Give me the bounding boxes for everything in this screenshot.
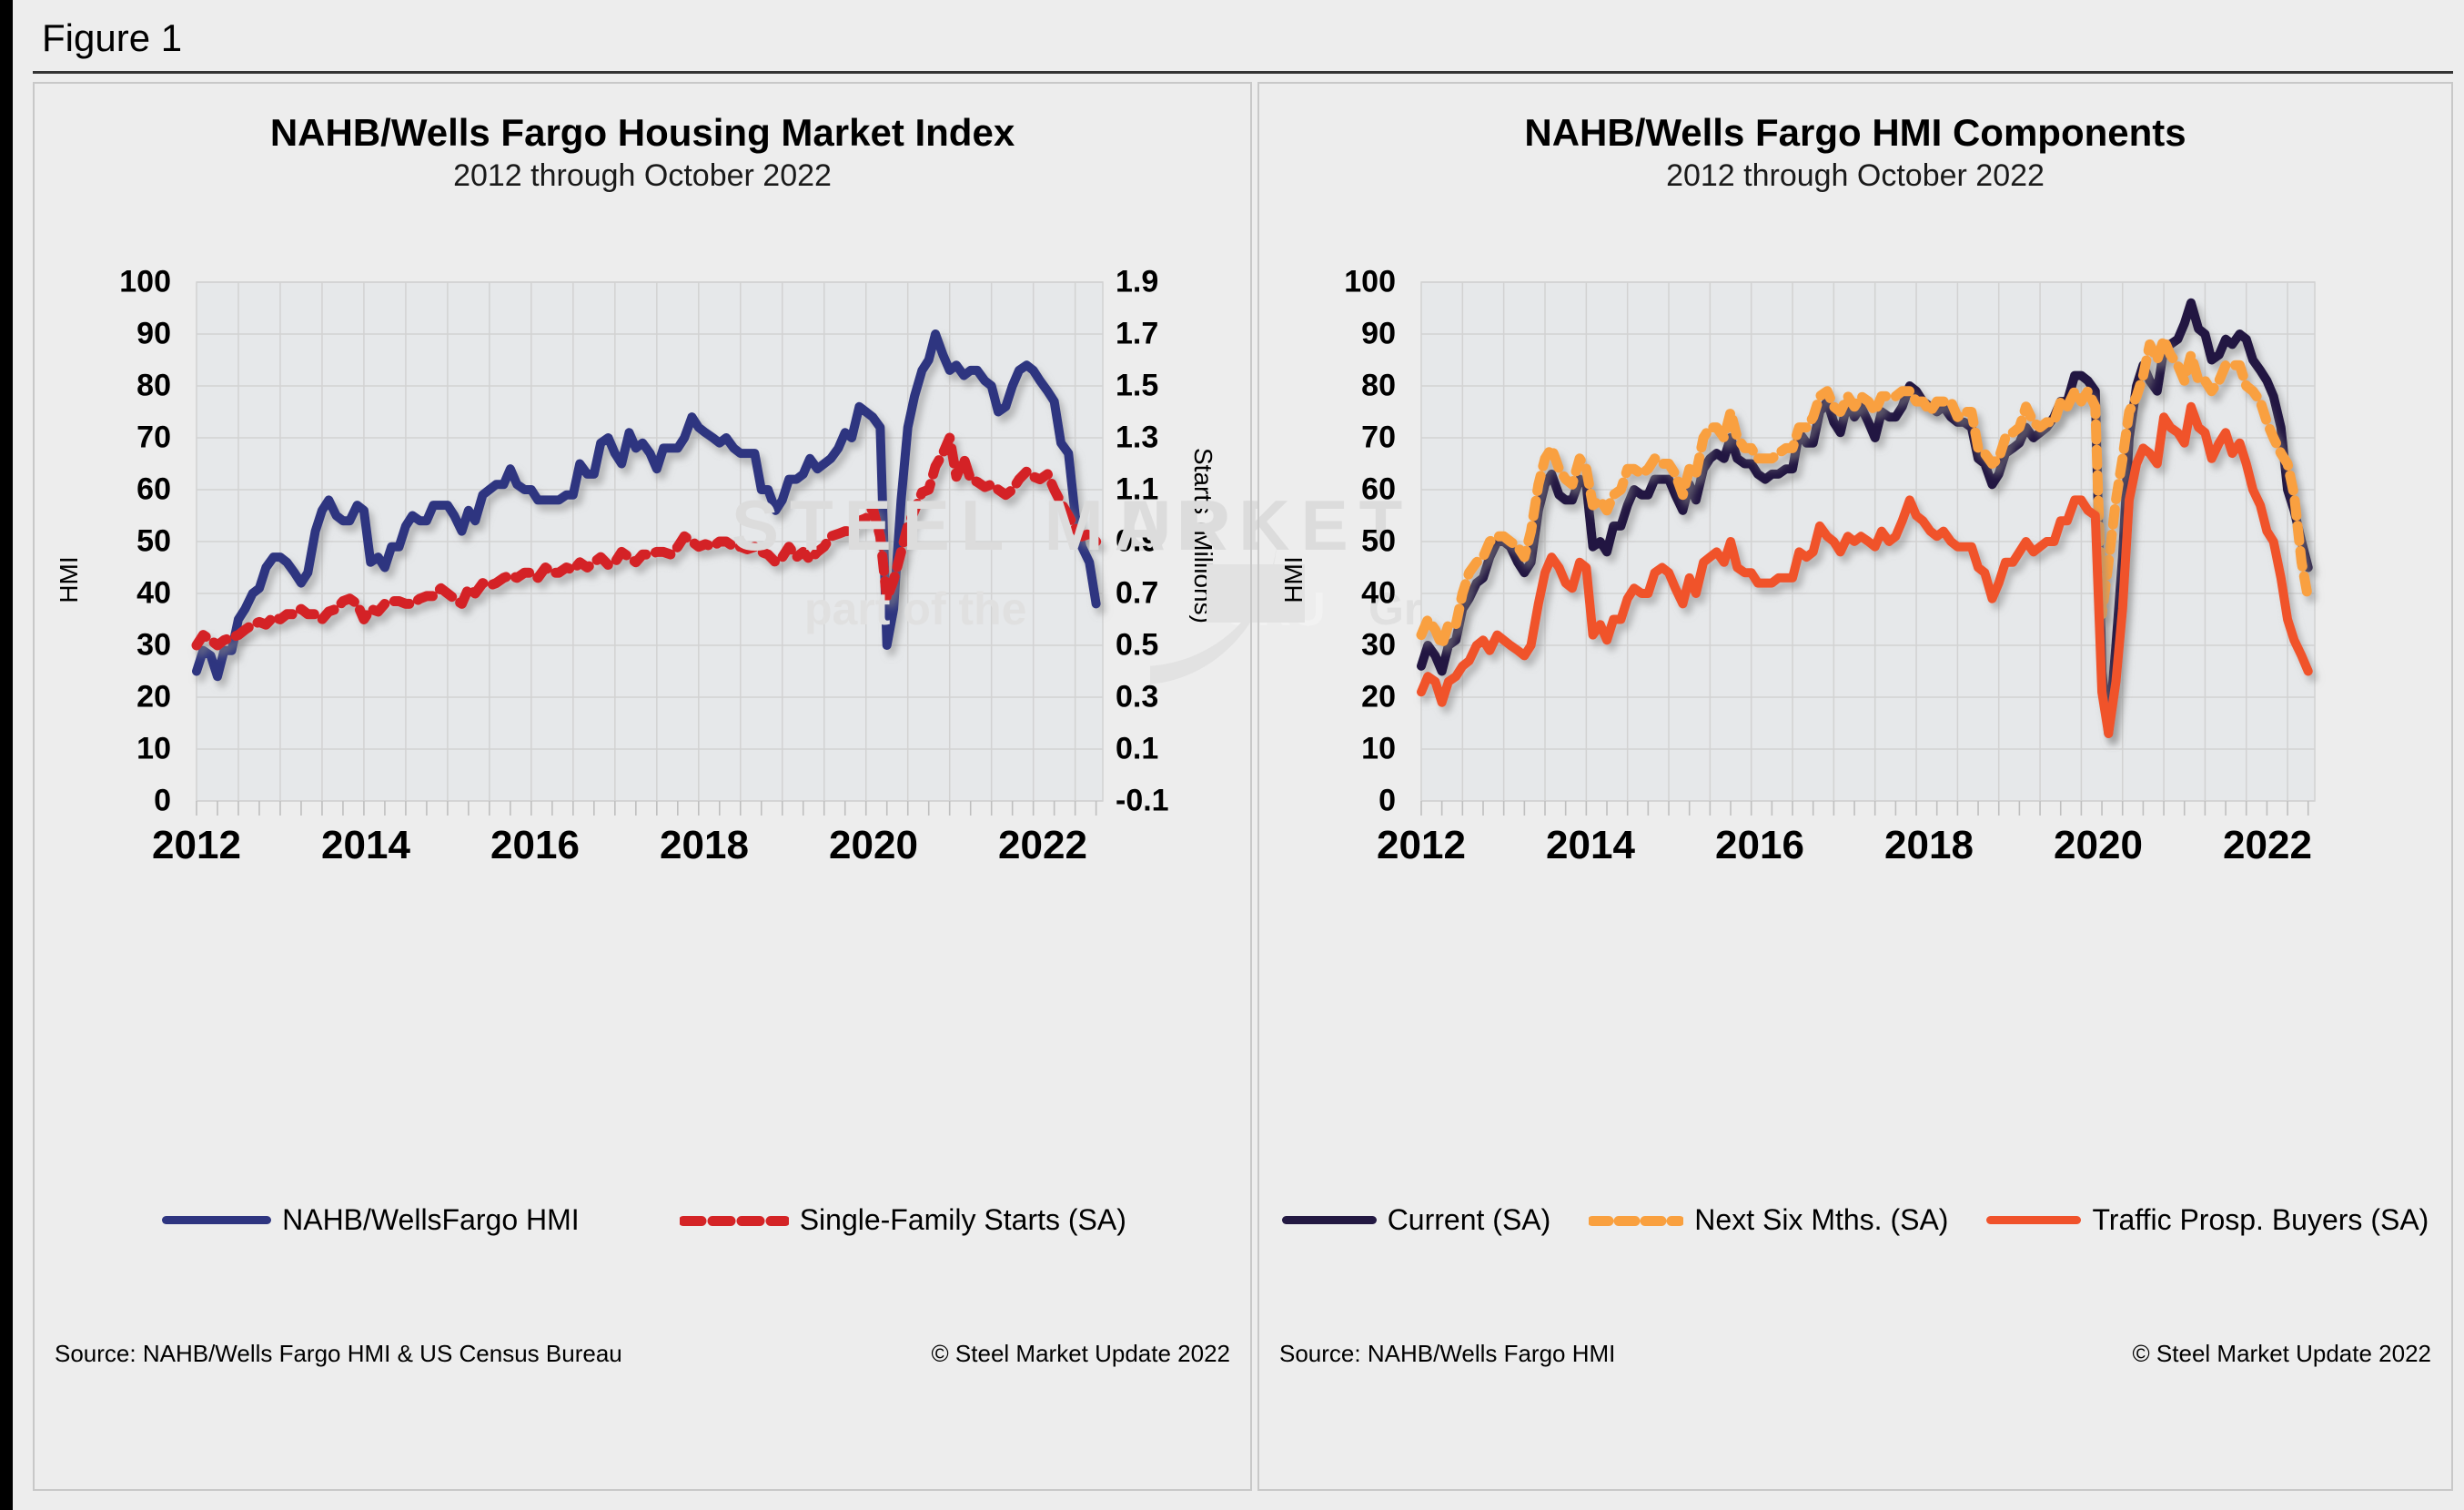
legend-item-current[interactable]: Current (SA) — [1281, 1203, 1551, 1237]
right-ytick-40: 40 — [1361, 575, 1396, 611]
left-copyright: © Steel Market Update 2022 — [931, 1340, 1230, 1367]
left-ytick-60: 60 — [136, 471, 171, 507]
left-ytick-20: 20 — [136, 679, 171, 714]
right-chart-svg — [1416, 281, 2316, 816]
left-xtick-2016: 2016 — [490, 823, 580, 867]
legend-label-starts: Single-Family Starts (SA) — [799, 1203, 1126, 1236]
left-xtick-2014: 2014 — [321, 823, 410, 867]
left-ytick-90: 90 — [136, 316, 171, 351]
left-ytick-100: 100 — [119, 264, 171, 299]
legend-label-current: Current (SA) — [1387, 1203, 1551, 1236]
legend-swatch-hmi — [162, 1216, 272, 1224]
right-xtick-2016: 2016 — [1715, 823, 1804, 867]
right-ytick-0: 0 — [1378, 783, 1396, 818]
right-xtick-2022: 2022 — [2223, 823, 2312, 867]
right-source: Source: NAHB/Wells Fargo HMI — [1279, 1340, 1616, 1367]
header-divider — [33, 71, 2453, 74]
left-y2tick-11: 1.1 — [1116, 471, 1159, 507]
left-y2tick-03: 0.3 — [1116, 679, 1159, 714]
legend-label-next6: Next Six Mths. (SA) — [1694, 1203, 1949, 1236]
left-ytick-30: 30 — [136, 627, 171, 663]
left-xtick-2012: 2012 — [152, 823, 241, 867]
right-ytick-80: 80 — [1361, 368, 1396, 403]
legend-label-hmi: NAHB/WellsFargo HMI — [282, 1203, 580, 1236]
figure-container: Figure 1 NAHB/Wells Fargo Housing Market… — [13, 0, 2464, 1510]
left-plot: 100 90 80 70 60 50 40 30 20 10 0 1.9 1.7… — [35, 84, 1250, 1489]
legend-swatch-next6 — [1589, 1216, 1684, 1226]
legend-swatch-starts — [679, 1216, 789, 1226]
legend-dash-next6 — [1589, 1216, 1684, 1226]
right-xtick-2018: 2018 — [1884, 823, 1974, 867]
left-ytick-70: 70 — [136, 420, 171, 455]
left-xtick-2022: 2022 — [998, 823, 1087, 867]
left-xtick-2020: 2020 — [829, 823, 918, 867]
left-chart-title: NAHB/Wells Fargo Housing Market Index — [269, 111, 1015, 154]
left-y2tick-19: 1.9 — [1116, 264, 1159, 299]
right-copyright: © Steel Market Update 2022 — [2132, 1340, 2431, 1367]
left-source: Source: NAHB/Wells Fargo HMI & US Census… — [55, 1340, 622, 1367]
right-plot: 100 90 80 70 60 50 40 30 20 10 0 HMI 201… — [1259, 84, 2451, 1489]
left-y2tick-01: 0.1 — [1116, 731, 1159, 766]
left-ytick-80: 80 — [136, 368, 171, 403]
right-xtick-2012: 2012 — [1377, 823, 1466, 867]
right-ytick-70: 70 — [1361, 420, 1396, 455]
right-ytick-90: 90 — [1361, 316, 1396, 351]
left-chart-svg — [191, 281, 1104, 816]
left-y2tick-17: 1.7 — [1116, 316, 1159, 351]
legend-label-traffic: Traffic Prosp. Buyers (SA) — [2092, 1203, 2429, 1236]
right-legend: Current (SA) Next Six Mths. (SA) Traffic… — [1268, 1203, 2442, 1237]
series-line-2 — [1417, 401, 2313, 738]
legend-swatch-traffic — [1986, 1216, 2082, 1224]
left-y2tick-15: 1.5 — [1116, 368, 1159, 403]
series-line-1 — [191, 432, 1102, 651]
right-ytick-100: 100 — [1344, 264, 1396, 299]
left-ytick-50: 50 — [136, 523, 171, 559]
legend-item-traffic[interactable]: Traffic Prosp. Buyers (SA) — [1986, 1203, 2429, 1237]
legend-item-starts[interactable]: Single-Family Starts (SA) — [679, 1203, 1126, 1237]
left-y2tick-13: 1.3 — [1116, 420, 1159, 455]
chart-panel-left: NAHB/Wells Fargo Housing Market Index 20… — [33, 82, 1461, 1491]
left-y2tick-neg01: -0.1 — [1116, 783, 1169, 818]
right-chart-title: NAHB/Wells Fargo HMI Components — [1524, 111, 2186, 154]
right-xtick-2014: 2014 — [1546, 823, 1635, 867]
legend-item-next6[interactable]: Next Six Mths. (SA) — [1589, 1203, 1948, 1237]
right-ytick-10: 10 — [1361, 731, 1396, 766]
figure-label: Figure 1 — [42, 16, 183, 59]
right-chart-subtitle: 2012 through October 2022 — [1666, 158, 2045, 193]
left-ytick-0: 0 — [154, 783, 171, 818]
right-ytick-20: 20 — [1361, 679, 1396, 714]
left-legend: NAHB/WellsFargo HMI Single-Family Starts… — [53, 1203, 1236, 1237]
left-ytick-40: 40 — [136, 575, 171, 611]
right-xtick-2020: 2020 — [2054, 823, 2143, 867]
left-chart-subtitle: 2012 through October 2022 — [453, 158, 832, 193]
left-xtick-2018: 2018 — [660, 823, 749, 867]
series-line-0 — [1417, 298, 2313, 738]
legend-swatch-current — [1281, 1216, 1377, 1224]
right-ytick-30: 30 — [1361, 627, 1396, 663]
legend-item-hmi[interactable]: NAHB/WellsFargo HMI — [162, 1203, 580, 1237]
left-ytick-10: 10 — [136, 731, 171, 766]
chart-panel-right: NAHB/Wells Fargo HMI Components 2012 thr… — [732, 82, 2453, 1491]
right-ytick-60: 60 — [1361, 471, 1396, 507]
series-line-1 — [1416, 334, 2314, 651]
series-line-0 — [192, 329, 1101, 682]
legend-dash-starts — [679, 1216, 789, 1226]
right-ytick-50: 50 — [1361, 523, 1396, 559]
